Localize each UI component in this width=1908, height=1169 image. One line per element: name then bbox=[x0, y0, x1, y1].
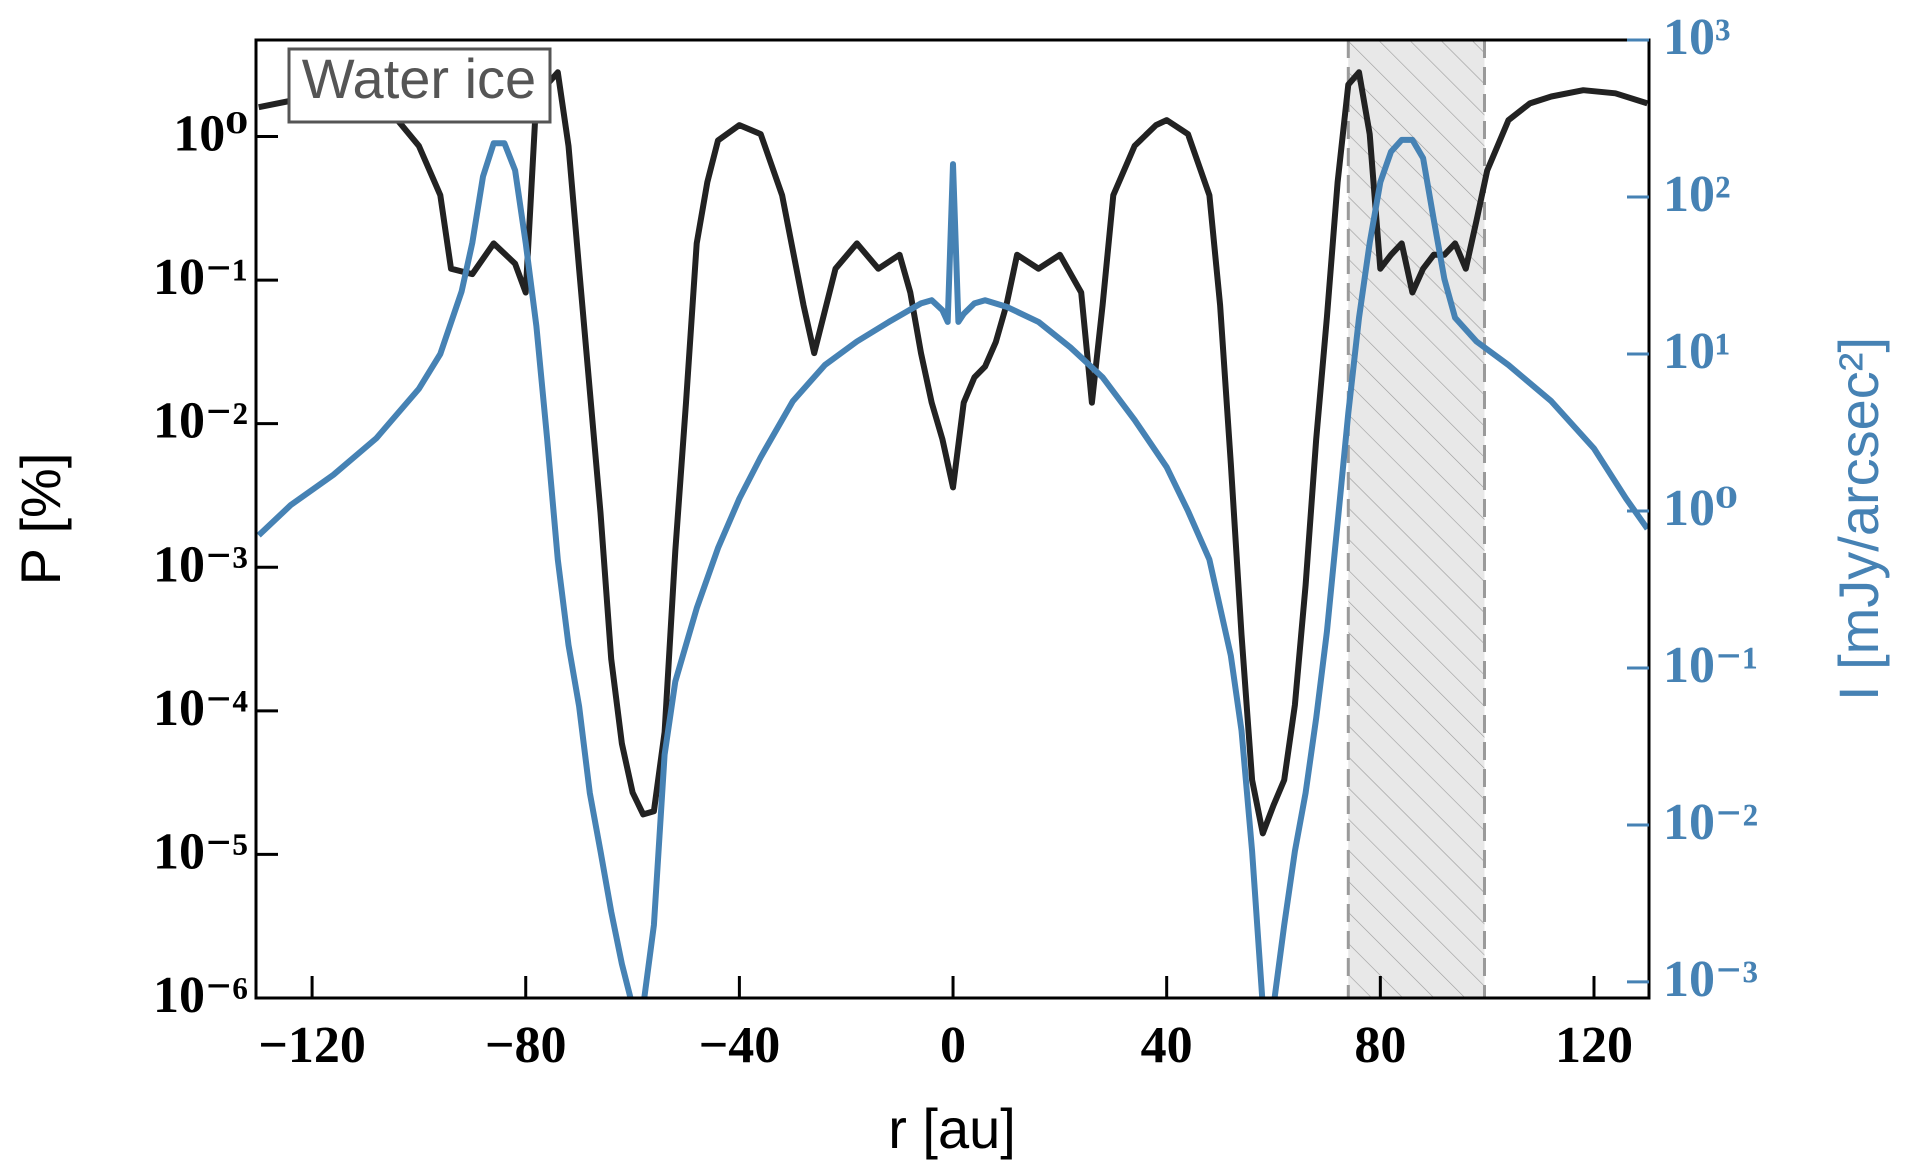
y-tick-label: 10⁻² bbox=[153, 393, 248, 450]
x-tick-label: 0 bbox=[940, 1017, 966, 1074]
y-axis-label: P [%] bbox=[9, 453, 72, 586]
x-tick-label: 40 bbox=[1141, 1017, 1193, 1074]
x-tick-label: 120 bbox=[1555, 1017, 1633, 1074]
line-layer bbox=[256, 69, 1649, 998]
y2-tick-label: 10⁻² bbox=[1663, 794, 1758, 851]
x-axis-label: r [au] bbox=[888, 1097, 1016, 1160]
y-tick-label: 10⁻⁵ bbox=[153, 823, 248, 880]
y2-tick-label: 10⁰ bbox=[1663, 480, 1738, 537]
y2-axis-label: I [mJy/arcsec²] bbox=[1827, 337, 1890, 701]
y-tick-label: 10⁻⁴ bbox=[153, 680, 248, 737]
x-tick-label: −120 bbox=[258, 1017, 366, 1074]
annotation: Water ice bbox=[302, 47, 536, 110]
x-tick-label: −80 bbox=[485, 1017, 567, 1074]
x-tick-label: 80 bbox=[1354, 1017, 1406, 1074]
y-tick-label: 10⁻¹ bbox=[153, 249, 248, 306]
y2-tick-label: 10¹ bbox=[1663, 323, 1731, 380]
y-tick-label: 10⁻⁶ bbox=[153, 967, 248, 1024]
shaded-region bbox=[1348, 40, 1485, 998]
y2-tick-label: 10⁻¹ bbox=[1663, 637, 1758, 694]
x-tick-label: −40 bbox=[699, 1017, 781, 1074]
y2-tick-label: 10⁻³ bbox=[1663, 951, 1758, 1008]
series-line bbox=[256, 136, 1649, 998]
y2-tick-label: 10³ bbox=[1663, 9, 1731, 66]
y2-tick-label: 10² bbox=[1663, 166, 1731, 223]
annotation-box bbox=[287, 47, 552, 124]
y-tick-label: 10⁰ bbox=[173, 106, 248, 163]
y-tick-label: 10⁻³ bbox=[153, 536, 248, 593]
series-line bbox=[258, 69, 1649, 837]
shade-layer bbox=[1346, 40, 1486, 998]
